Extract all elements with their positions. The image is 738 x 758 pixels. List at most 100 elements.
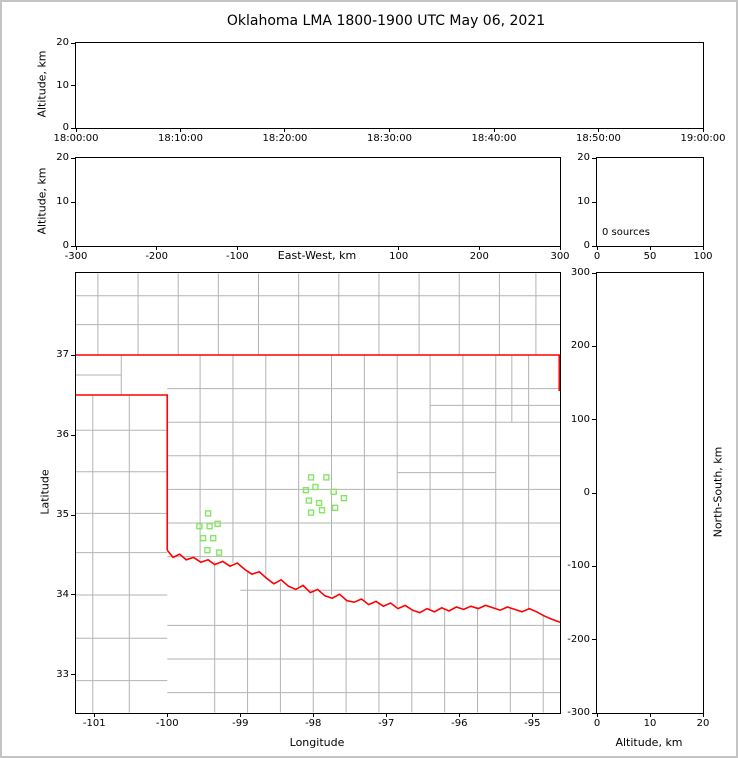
y-tick-label: -100 xyxy=(567,560,590,572)
y-tick-label: -300 xyxy=(567,707,590,718)
lma-station-marker xyxy=(204,510,212,517)
y-tick xyxy=(592,201,596,203)
x-tick xyxy=(458,713,460,717)
x-tick-label: -100 xyxy=(225,251,249,262)
x-tick xyxy=(649,713,651,717)
x-tick-label: -95 xyxy=(524,718,541,729)
y-tick-label: 20 xyxy=(56,152,69,163)
x-tick xyxy=(649,246,651,250)
x-tick-label: 100 xyxy=(693,251,713,262)
x-tick xyxy=(596,713,598,717)
y-tick xyxy=(71,85,75,86)
y-tick xyxy=(71,594,75,596)
y-tick-label: 33 xyxy=(56,668,69,680)
y-tick-label: 20 xyxy=(56,37,69,48)
lma-station-marker xyxy=(214,520,221,528)
lma-station-marker xyxy=(210,535,217,542)
x-tick-label: -101 xyxy=(82,718,106,729)
y-tick xyxy=(592,492,596,494)
x-tick xyxy=(596,246,598,250)
x-tick-label: -99 xyxy=(232,718,249,729)
x-tick-label: 0 xyxy=(593,251,601,262)
x-tick-label: 18:20:00 xyxy=(262,133,308,144)
lma-station-marker xyxy=(340,494,348,502)
y-tick xyxy=(71,674,75,676)
x-tick-label: -100 xyxy=(155,718,179,729)
y-tick xyxy=(71,127,75,129)
lma-station-marker xyxy=(318,506,326,514)
ew-panel-xlabel: East-West, km xyxy=(277,249,357,262)
x-tick-label: -200 xyxy=(145,251,169,262)
map-canvas xyxy=(76,273,560,713)
lma-station-marker xyxy=(307,509,315,516)
y-tick-label: 0 xyxy=(62,122,69,133)
x-tick-label: 200 xyxy=(469,251,489,262)
plan-view-map-panel: -101 -100 -99 -98 -97 -96 -95 33 34 35 36 37 xyxy=(56,272,561,729)
lma-station-marker xyxy=(315,499,323,507)
x-tick-label: 20 xyxy=(696,718,710,729)
y-tick-label: 34 xyxy=(56,588,69,600)
x-tick-label: -97 xyxy=(378,718,395,729)
x-tick xyxy=(156,246,158,250)
y-tick xyxy=(592,419,596,421)
y-tick xyxy=(71,42,75,44)
x-tick xyxy=(75,246,77,250)
y-tick xyxy=(592,565,596,567)
map-xlabel: Longitude xyxy=(289,736,345,749)
lma-station-marker xyxy=(215,549,223,556)
map-ylabel: Latitude xyxy=(38,469,52,515)
ns-panel-xlabel: Altitude, km xyxy=(615,736,683,749)
lma-station-marker xyxy=(305,497,313,504)
lma-station-marker xyxy=(330,488,337,496)
lma-station-marker xyxy=(206,522,213,530)
x-tick-label: 18:40:00 xyxy=(471,133,517,144)
y-tick-label: 35 xyxy=(56,509,69,520)
y-tick-label: 0 xyxy=(62,240,69,251)
y-tick xyxy=(592,272,596,274)
x-tick xyxy=(559,246,561,250)
x-tick-label: 18:30:00 xyxy=(367,133,412,144)
y-tick xyxy=(592,639,596,641)
y-tick xyxy=(71,201,75,203)
y-tick xyxy=(71,354,75,356)
x-tick xyxy=(702,246,704,250)
x-tick xyxy=(389,128,390,132)
x-tick-label: 50 xyxy=(643,251,657,262)
x-tick xyxy=(180,128,182,132)
x-tick xyxy=(93,713,95,717)
x-tick xyxy=(702,128,704,132)
x-tick xyxy=(478,246,480,250)
y-tick-label: 100 xyxy=(570,413,590,425)
x-tick xyxy=(312,713,314,717)
lma-station-marker xyxy=(323,474,330,481)
sources-count-label: 0 sources xyxy=(602,227,650,238)
y-tick-label: 0 xyxy=(583,240,590,251)
y-tick xyxy=(71,434,75,436)
lma-station-marker xyxy=(302,486,310,494)
y-tick xyxy=(592,712,596,714)
y-tick-label: 10 xyxy=(577,196,590,207)
x-tick-label: 0 xyxy=(593,718,601,729)
x-tick xyxy=(284,128,286,132)
y-tick xyxy=(71,245,75,247)
altitude-northsouth-panel: 0 10 20 -300 -200 -100 0 100 200 300 xyxy=(567,268,709,729)
lma-station-marker xyxy=(312,483,319,491)
x-tick-label: 18:50:00 xyxy=(576,133,621,144)
ns-panel-ylabel: North-South, km xyxy=(711,446,725,538)
figure-title: Oklahoma LMA 1800-1900 UTC May 06, 2021 xyxy=(226,13,546,29)
x-tick xyxy=(597,128,599,132)
y-tick-label: 20 xyxy=(577,152,590,163)
time-panel-ylabel: Altitude, km xyxy=(35,50,49,118)
y-tick xyxy=(71,514,75,516)
y-tick xyxy=(592,345,596,347)
y-tick-label: 10 xyxy=(56,196,69,207)
x-tick-label: 100 xyxy=(389,251,409,262)
y-tick xyxy=(592,157,596,159)
y-tick-label: 37 xyxy=(56,349,69,361)
y-tick-label: 0 xyxy=(583,487,590,498)
x-tick xyxy=(239,713,241,717)
x-tick xyxy=(236,246,238,250)
lma-station-marker xyxy=(199,535,207,542)
y-tick-label: 10 xyxy=(56,79,69,91)
